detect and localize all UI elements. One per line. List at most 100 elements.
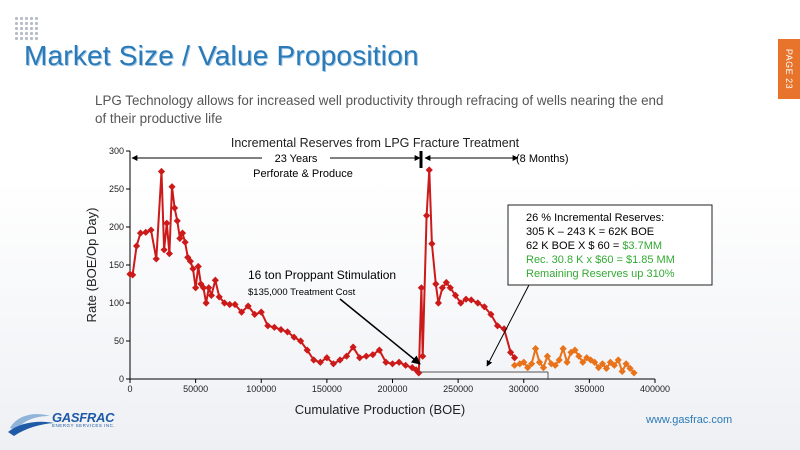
data-point [375, 346, 383, 354]
data-point [129, 271, 137, 279]
x-tick-label: 400000 [640, 384, 670, 394]
data-point [342, 352, 351, 360]
data-point [186, 257, 194, 265]
data-point [417, 284, 425, 292]
data-point [543, 352, 551, 360]
reserves-line-1: 26 % Incremental Reserves: [526, 212, 664, 224]
data-point [349, 343, 357, 351]
data-point [507, 348, 515, 356]
data-point [369, 351, 377, 359]
y-axis-label: Rate (BOE/Op Day) [84, 208, 99, 323]
y-tick-label: 300 [109, 146, 124, 156]
data-point [336, 356, 344, 364]
data-point [610, 361, 618, 369]
data-point [446, 284, 454, 292]
reserves-box [507, 204, 713, 286]
data-point [425, 166, 433, 174]
data-point [215, 293, 223, 301]
data-point [147, 226, 155, 234]
data-point [618, 367, 626, 375]
data-point [493, 322, 502, 330]
data-point [415, 369, 423, 377]
data-point [303, 346, 311, 354]
reserves-line-4: Rec. 30.8 K x $60 = $1.85 MM [526, 254, 675, 266]
data-point [136, 229, 145, 237]
data-point [555, 356, 563, 364]
data-point [356, 354, 364, 362]
data-point [181, 238, 189, 246]
data-point [598, 360, 607, 368]
data-point [614, 356, 622, 364]
data-point [237, 308, 246, 316]
website-link[interactable]: www.gasfrac.com [646, 414, 733, 426]
x-tick-label: 300000 [509, 384, 539, 394]
x-tick-label: 50000 [183, 384, 208, 394]
data-point [168, 183, 176, 191]
data-point [270, 323, 278, 331]
data-point [535, 358, 544, 366]
x-tick-label: 150000 [312, 384, 342, 394]
reserves-line-2: 305 K – 243 K = 62K BOE [526, 226, 654, 238]
data-point [382, 358, 390, 366]
data-point [231, 300, 239, 309]
data-point [480, 303, 488, 311]
data-point [551, 361, 559, 369]
data-point [567, 348, 575, 356]
data-point [173, 217, 181, 225]
data-point [132, 242, 141, 250]
data-point [189, 265, 197, 273]
logo-wordmark: GASFRAC [52, 410, 115, 425]
x-tick-label: 200000 [377, 384, 407, 394]
data-point [579, 358, 587, 366]
x-tick-label: 100000 [246, 384, 276, 394]
years-label: 23 Years [275, 153, 318, 165]
data-point [531, 345, 540, 353]
data-point [462, 295, 470, 303]
data-point [316, 358, 324, 366]
data-point [575, 352, 583, 360]
data-point [395, 358, 403, 366]
data-point [171, 204, 179, 212]
data-point [202, 299, 210, 307]
y-tick-label: 0 [119, 374, 124, 384]
data-point [329, 360, 338, 368]
data-point [207, 291, 215, 299]
data-point [419, 352, 427, 360]
data-point [178, 229, 187, 237]
stimulation-label: 16 ton Proppant Stimulation [248, 268, 396, 282]
data-point [226, 300, 234, 309]
data-point [211, 276, 219, 284]
stimulation-arrow [339, 298, 421, 365]
data-point [524, 364, 532, 372]
data-point [163, 219, 171, 227]
data-point [547, 360, 555, 368]
data-point [510, 354, 519, 362]
y-tick-label: 50 [114, 336, 124, 346]
data-point [428, 240, 436, 248]
data-point [220, 299, 229, 307]
data-point [520, 358, 528, 366]
data-point [487, 310, 495, 318]
x-tick-label: 250000 [443, 384, 473, 394]
data-point [432, 280, 440, 288]
data-point [510, 361, 519, 369]
gasfrac-logo [8, 414, 54, 436]
x-tick-label: 350000 [574, 384, 604, 394]
y-tick-label: 150 [109, 260, 124, 270]
data-point [457, 299, 465, 307]
reserves-line-3: 62 K BOE X $ 60 = $3.7MM [526, 240, 662, 252]
data-point [442, 278, 450, 287]
data-point [559, 345, 567, 353]
reserves-line-5: Remaining Reserves up 310% [526, 268, 675, 280]
data-point [257, 308, 265, 316]
data-point [152, 255, 160, 263]
data-point [583, 354, 591, 362]
data-point [474, 299, 482, 307]
x-axis-label: Cumulative Production (BOE) [295, 402, 466, 417]
years-sublabel: Perforate & Produce [253, 168, 353, 180]
data-point [283, 328, 292, 336]
page-number-tab: PAGE 23 [778, 39, 800, 99]
logo-tagline: ENERGY SERVICES INC. [52, 423, 116, 428]
data-point [192, 284, 200, 292]
